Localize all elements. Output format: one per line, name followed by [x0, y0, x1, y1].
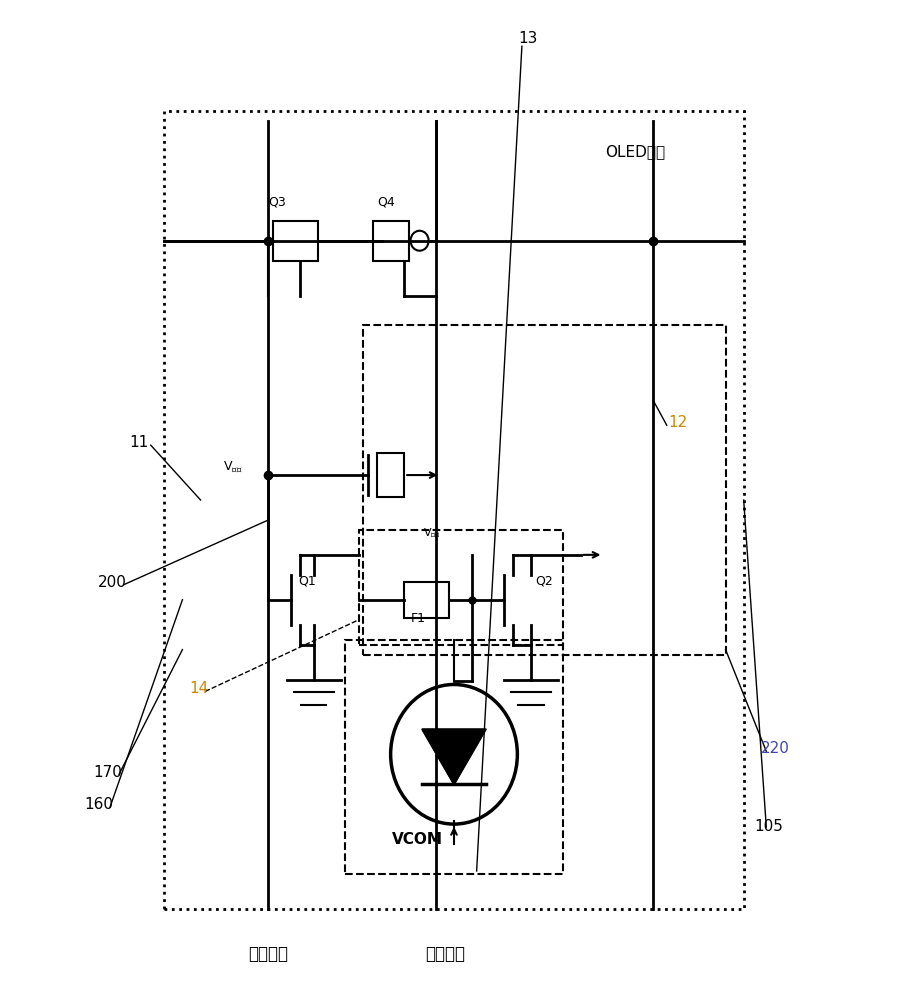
Text: Q3: Q3	[269, 196, 286, 209]
Bar	[377, 453, 404, 497]
Text: 200: 200	[97, 575, 126, 590]
Text: 170: 170	[94, 765, 123, 780]
Text: 105: 105	[755, 819, 784, 834]
Text: 数字信号: 数字信号	[249, 945, 289, 963]
Text: F1: F1	[410, 612, 425, 625]
Bar	[372, 221, 409, 261]
Text: 12: 12	[668, 415, 687, 430]
Text: V$_{阳极}$: V$_{阳极}$	[422, 526, 440, 540]
Text: Q1: Q1	[299, 575, 316, 588]
Text: 偏置信号: 偏置信号	[425, 945, 465, 963]
Text: V$_{驱动}$: V$_{驱动}$	[223, 460, 242, 474]
Bar	[404, 582, 449, 618]
Bar	[164, 111, 744, 909]
Circle shape	[410, 231, 429, 251]
Text: Q4: Q4	[377, 196, 395, 209]
Text: Q2: Q2	[536, 575, 553, 588]
Bar	[359, 530, 563, 645]
Text: 14: 14	[189, 681, 208, 696]
Text: 13: 13	[518, 31, 538, 46]
Bar	[345, 640, 563, 874]
Text: VCOM: VCOM	[392, 832, 443, 847]
Polygon shape	[422, 729, 486, 784]
Text: 160: 160	[84, 797, 114, 812]
Text: 11: 11	[129, 435, 149, 450]
Bar	[363, 325, 725, 655]
Text: OLED像素: OLED像素	[605, 144, 665, 159]
Text: 220: 220	[761, 741, 790, 756]
Bar	[273, 221, 318, 261]
